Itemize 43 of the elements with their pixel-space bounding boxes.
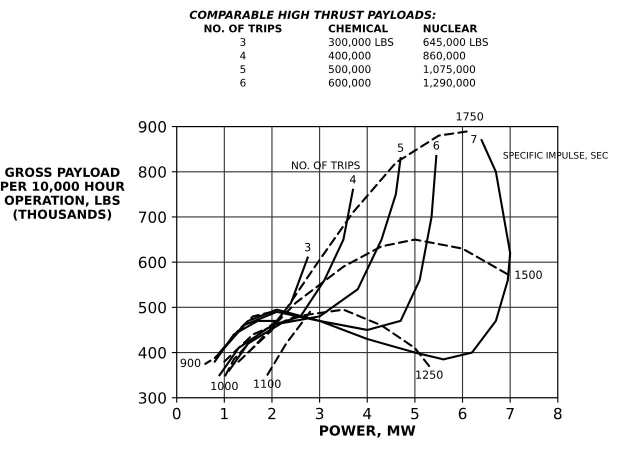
text: 1,075,000 [424, 65, 476, 74]
x-tick-label: 0 [172, 408, 181, 420]
text: 1,290,000 [424, 78, 476, 88]
x-tick-label: 1 [221, 408, 228, 420]
x-tick-label: 2 [268, 408, 276, 420]
text: CHEMICAL [328, 24, 388, 32]
chart-title: COMPARABLE HIGH THRUST PAYLOADS: [190, 10, 436, 20]
y-tick-label: 800 [138, 166, 166, 178]
y-tick-label: 700 [139, 211, 166, 223]
series-label: 1500 [516, 270, 542, 279]
y-tick-label: 400 [138, 347, 166, 359]
series-label: 7 [471, 135, 476, 144]
x-tick-label: 8 [554, 408, 562, 420]
text: 500,000 [328, 65, 371, 74]
y-tick-label: 900 [138, 121, 166, 133]
text: 860,000 [423, 52, 466, 61]
text: 4 [240, 52, 246, 60]
y-tick-label: 600 [138, 256, 166, 268]
x-tick-label: 5 [411, 408, 418, 420]
series-label: 3 [305, 242, 310, 252]
series-label: 5 [398, 144, 404, 152]
text: NO. OF TRIPS [204, 24, 282, 32]
text: 5 [240, 65, 246, 74]
x-axis-title: POWER, MW [320, 425, 416, 438]
text: 300,000 LBS [328, 38, 394, 48]
series-label: 4 [350, 175, 356, 184]
text: 6 [240, 78, 246, 87]
text: 400,000 [328, 52, 371, 61]
text: 600,000 [328, 78, 371, 88]
y-tick-label: 500 [138, 302, 166, 314]
x-tick-label: 3 [316, 408, 324, 420]
y-axis-title: GROSS PAYLOAD PER 10,000 HOUR OPERATION, LBS (THOUSANDS) [0, 168, 125, 220]
y-tick-label: 300 [138, 392, 166, 404]
x-tick-label: 7 [506, 408, 514, 420]
series-label: 6 [434, 141, 440, 150]
text: 3 [240, 38, 246, 46]
series-label: 1750 [456, 112, 484, 121]
text: 645,000 LBS [424, 38, 488, 48]
x-tick-label: 6 [458, 408, 466, 420]
series-label: 900 [180, 358, 200, 368]
text: NUCLEAR [424, 24, 478, 32]
x-tick-label: 4 [363, 408, 372, 420]
series-label: 1250 [416, 370, 443, 379]
